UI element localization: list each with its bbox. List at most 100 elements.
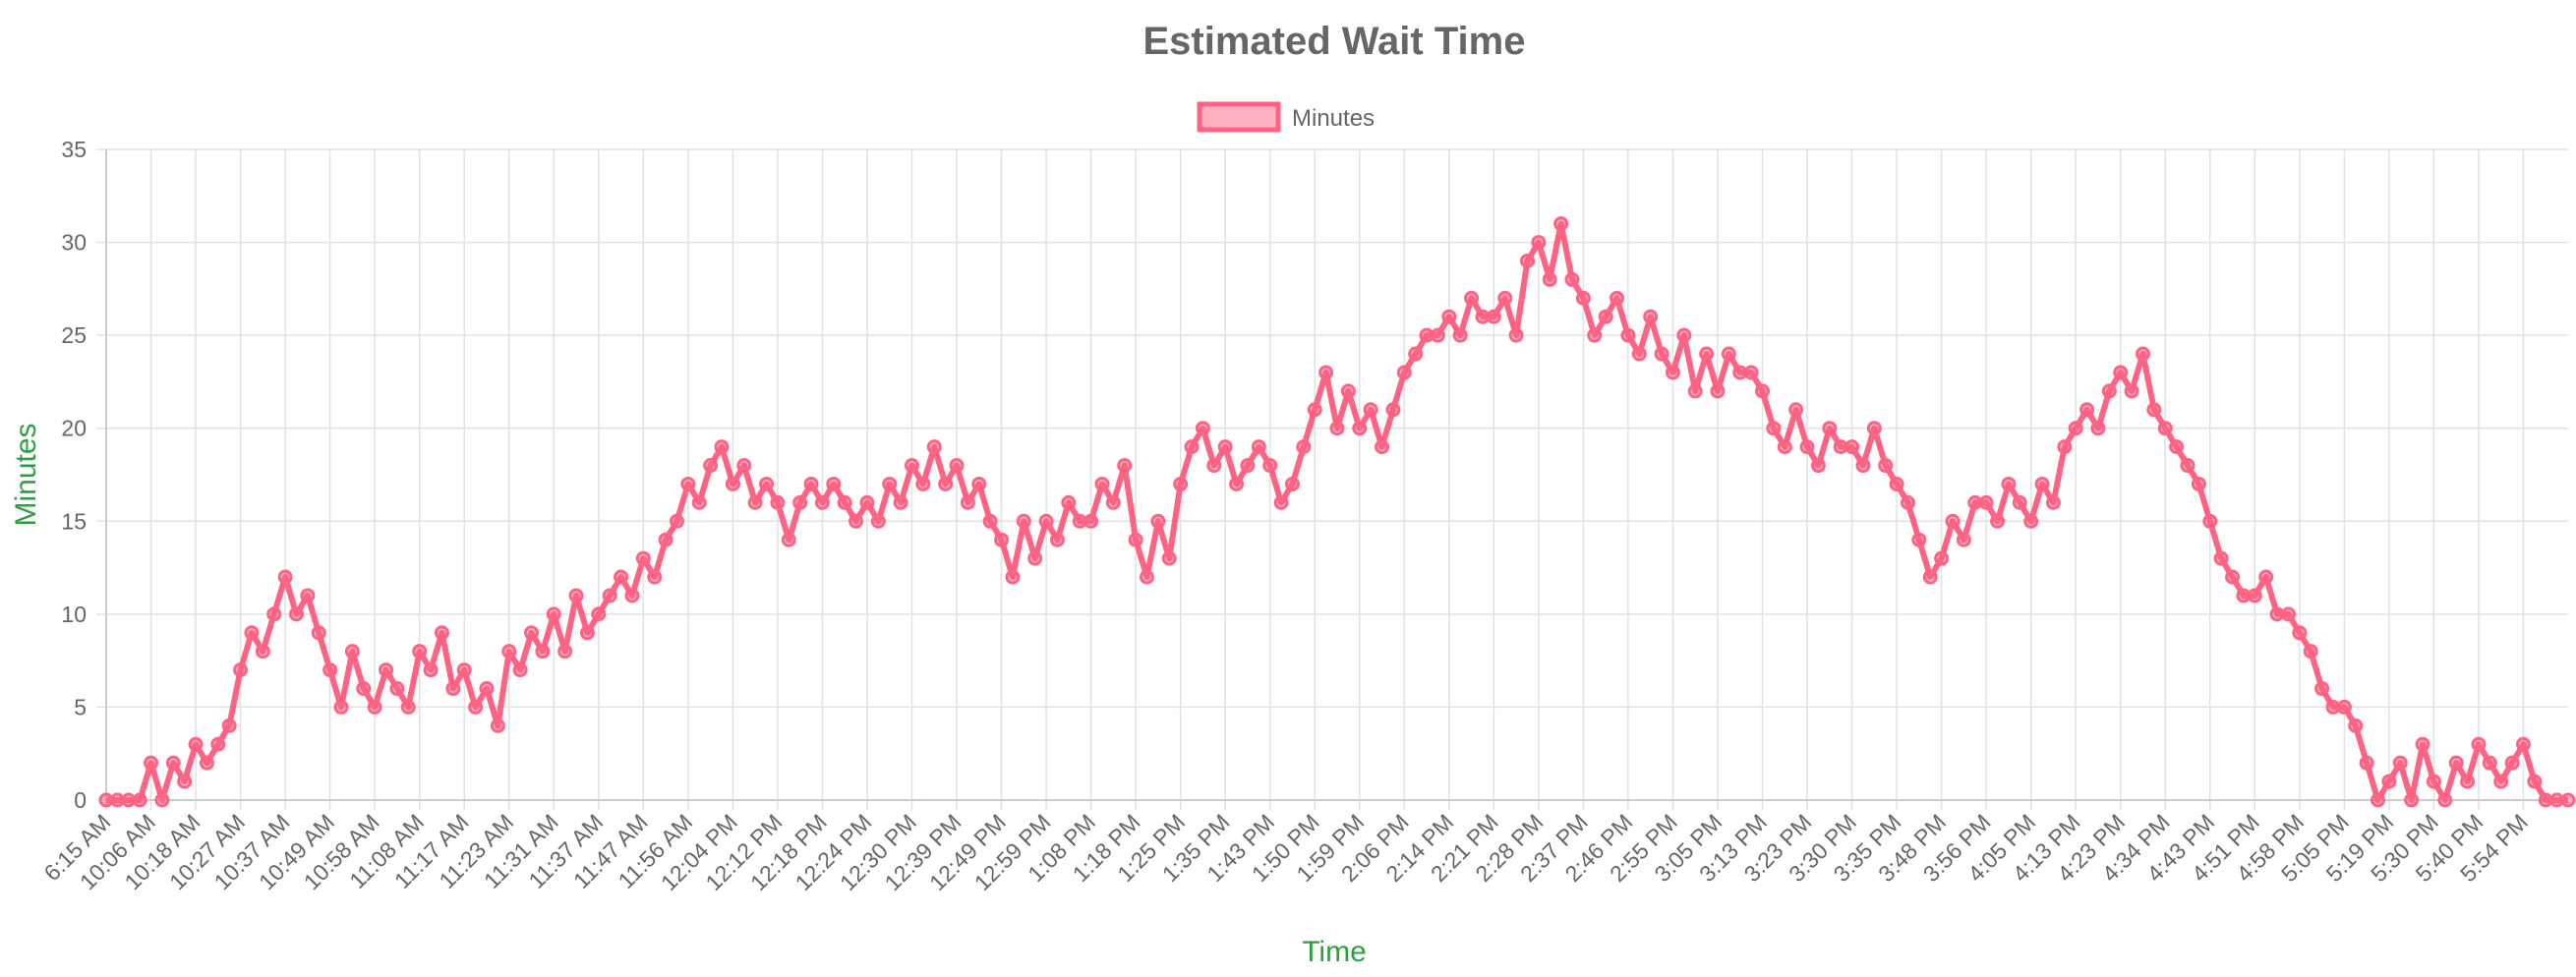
- point: [356, 681, 372, 697]
- point: [2113, 365, 2129, 380]
- point: [1855, 458, 1871, 474]
- point: [2001, 476, 2017, 491]
- point: [826, 476, 842, 491]
- point: [703, 458, 719, 474]
- point: [982, 513, 998, 529]
- point: [1464, 290, 1480, 306]
- point: [2090, 421, 2106, 436]
- point: [199, 755, 214, 771]
- point: [367, 699, 382, 715]
- point: [1620, 327, 1636, 343]
- point: [1161, 550, 1177, 566]
- point: [546, 606, 561, 622]
- point: [994, 532, 1010, 547]
- point: [2292, 625, 2308, 641]
- point: [938, 476, 954, 491]
- point: [490, 718, 505, 733]
- point: [1587, 327, 1603, 343]
- point: [1038, 513, 1054, 529]
- point: [2515, 736, 2531, 752]
- point: [1755, 383, 1771, 399]
- point: [1665, 365, 1680, 380]
- point: [344, 644, 360, 660]
- point: [1631, 346, 1647, 362]
- point: [2057, 439, 2073, 455]
- point: [468, 699, 484, 715]
- x-axis-label: Time: [1302, 936, 1367, 968]
- point: [669, 513, 684, 529]
- point: [1240, 458, 1256, 474]
- point: [423, 662, 439, 678]
- legend: Minutes: [1197, 101, 1375, 133]
- point: [736, 458, 752, 474]
- point: [1553, 216, 1569, 232]
- point: [1922, 569, 1938, 585]
- point: [1497, 290, 1513, 306]
- point: [1307, 402, 1322, 418]
- point: [859, 494, 875, 510]
- point: [1262, 458, 1278, 474]
- point: [1363, 402, 1378, 418]
- point: [2482, 755, 2497, 771]
- point: [2404, 792, 2420, 808]
- point: [1105, 494, 1121, 510]
- point: [1329, 421, 1345, 436]
- point: [1866, 421, 1882, 436]
- point: [512, 662, 528, 678]
- point: [2157, 421, 2173, 436]
- point: [1452, 327, 1468, 343]
- point: [2527, 774, 2543, 789]
- point: [2348, 718, 2364, 733]
- point: [2045, 494, 2061, 510]
- y-tick-label: 30: [61, 230, 87, 256]
- point: [1229, 476, 1245, 491]
- y-tick-label: 20: [61, 416, 87, 441]
- point: [624, 588, 640, 603]
- legend-label: Minutes: [1292, 105, 1375, 132]
- point: [1643, 309, 1659, 324]
- point: [591, 606, 607, 622]
- point: [412, 644, 428, 660]
- point: [1844, 439, 1860, 455]
- point: [870, 513, 886, 529]
- point: [882, 476, 898, 491]
- point: [971, 476, 987, 491]
- point: [2023, 513, 2039, 529]
- point: [389, 681, 405, 697]
- point: [1083, 513, 1099, 529]
- point: [647, 569, 663, 585]
- point: [1508, 327, 1524, 343]
- point: [1206, 458, 1222, 474]
- point: [1352, 421, 1368, 436]
- point: [915, 476, 931, 491]
- point: [658, 532, 673, 547]
- point: [188, 736, 204, 752]
- point: [691, 494, 707, 510]
- point: [1889, 476, 1904, 491]
- point: [501, 644, 517, 660]
- point: [445, 681, 461, 697]
- point: [2079, 402, 2095, 418]
- point: [803, 476, 819, 491]
- point: [1094, 476, 1110, 491]
- point: [2180, 458, 2195, 474]
- point: [154, 792, 170, 808]
- point: [2258, 569, 2274, 585]
- point: [266, 606, 282, 622]
- point: [635, 550, 651, 566]
- y-tick-label: 10: [61, 602, 87, 627]
- point: [1430, 327, 1445, 343]
- point: [2560, 792, 2576, 808]
- point: [770, 494, 786, 510]
- point: [2280, 606, 2296, 622]
- point: [277, 569, 293, 585]
- point: [1598, 309, 1613, 324]
- point: [2146, 402, 2162, 418]
- y-tick-label: 25: [61, 322, 87, 348]
- point: [1710, 383, 1726, 399]
- point: [1978, 494, 1994, 510]
- point: [535, 644, 551, 660]
- point: [949, 458, 965, 474]
- point: [479, 681, 495, 697]
